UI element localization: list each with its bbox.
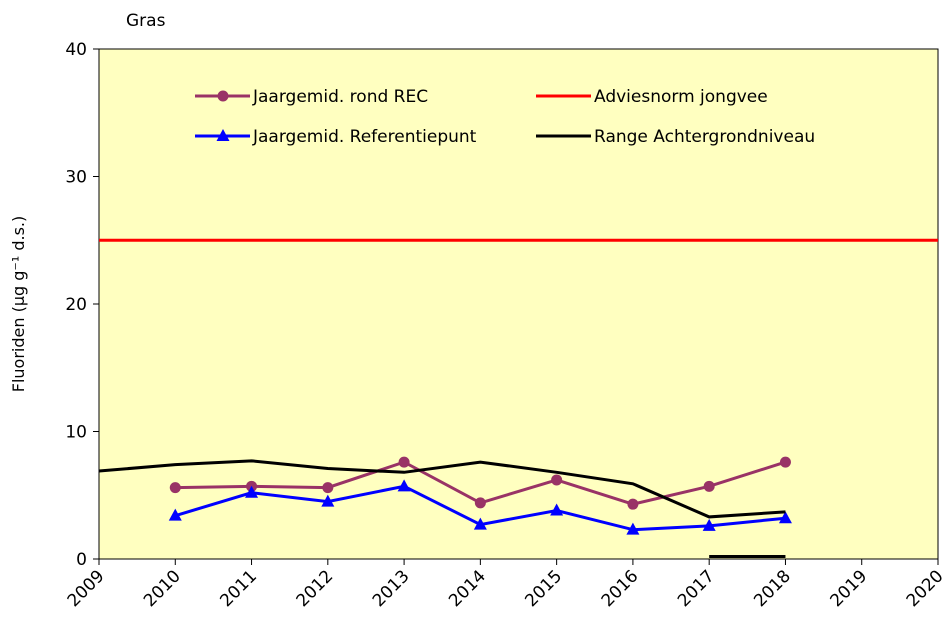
marker — [217, 90, 229, 102]
marker — [703, 480, 715, 492]
legend-label: Range Achtergrondniveau — [594, 127, 815, 147]
x-tick-label: 2013 — [369, 566, 414, 611]
x-tick-label: 2010 — [140, 566, 185, 611]
marker — [626, 522, 640, 535]
y-tick-label: 10 — [65, 423, 87, 443]
marker — [779, 456, 791, 468]
marker — [627, 498, 639, 510]
marker — [778, 511, 792, 524]
x-tick-label: 2019 — [827, 566, 872, 611]
x-tick-label: 2012 — [293, 566, 338, 611]
x-tick-label: 2011 — [216, 566, 261, 611]
marker — [398, 456, 410, 468]
legend-label: Jaargemid. Referentiepunt — [252, 127, 477, 147]
x-tick-label: 2015 — [521, 566, 566, 611]
y-axis-label: Fluoriden (µg g⁻¹ d.s.) — [9, 216, 28, 393]
x-tick-label: 2016 — [598, 566, 643, 611]
x-tick-label: 2020 — [903, 566, 945, 611]
marker — [702, 518, 716, 531]
x-tick-label: 2018 — [750, 566, 795, 611]
legend-label: Adviesnorm jongvee — [594, 87, 768, 107]
x-tick-label: 2017 — [674, 566, 719, 611]
marker — [216, 129, 230, 141]
y-tick-label: 0 — [76, 550, 87, 570]
y-tick-label: 40 — [65, 40, 87, 60]
marker — [322, 482, 334, 494]
marker — [397, 479, 411, 492]
marker — [245, 485, 259, 498]
y-tick-label: 30 — [65, 168, 87, 188]
marker — [550, 503, 564, 516]
marker — [169, 482, 181, 494]
series-line — [98, 459, 786, 519]
marker — [474, 497, 486, 509]
y-tick-label: 20 — [65, 295, 87, 315]
chart-title: Gras — [126, 11, 166, 31]
marker — [551, 474, 563, 486]
x-tick-label: 2009 — [64, 566, 109, 611]
plot-area — [98, 48, 939, 560]
marker — [168, 508, 182, 521]
marker — [321, 494, 335, 507]
marker — [473, 517, 487, 530]
x-tick-label: 2014 — [445, 566, 490, 611]
legend-label: Jaargemid. rond REC — [252, 87, 428, 107]
